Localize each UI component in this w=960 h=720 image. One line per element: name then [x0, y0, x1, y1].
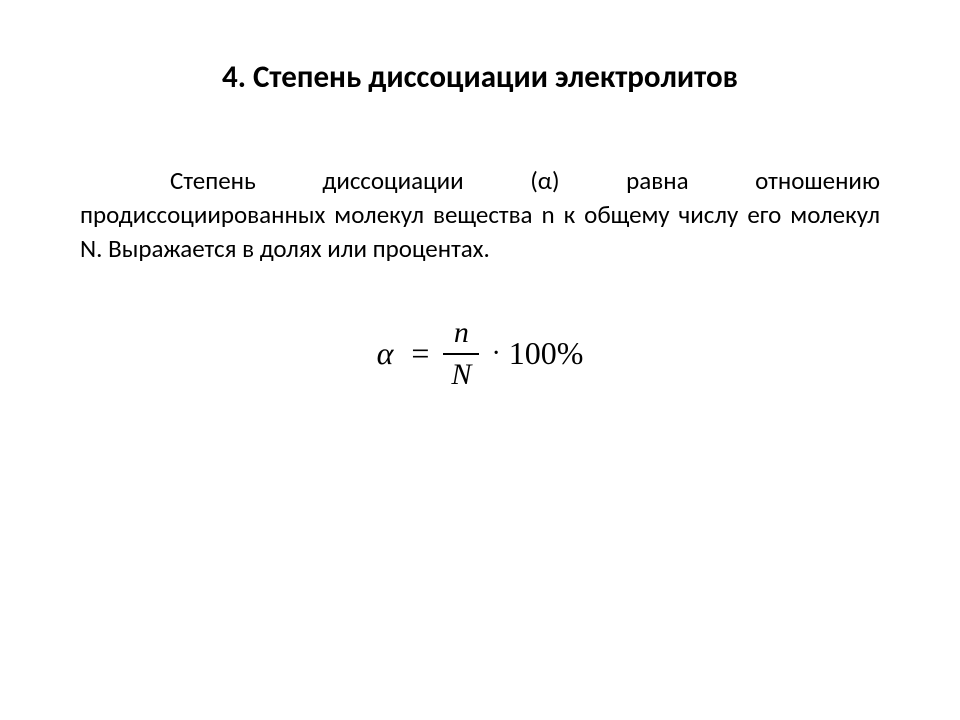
- fraction-numerator: n: [446, 315, 477, 351]
- formula: α = n N · 100%: [377, 315, 584, 392]
- fraction-bar: [443, 353, 479, 355]
- slide-container: 4. Степень диссоциации электролитов Степ…: [0, 0, 960, 720]
- equals-sign: =: [401, 335, 439, 372]
- formula-block: α = n N · 100%: [80, 315, 880, 392]
- fraction-denominator: N: [443, 357, 479, 393]
- slide-title: 4. Степень диссоциации электролитов: [80, 58, 880, 96]
- formula-lhs: α: [377, 335, 402, 372]
- fraction: n N: [439, 315, 483, 392]
- multiplication-dot: ·: [483, 338, 508, 370]
- definition-paragraph: Степень диссоциации (α) равна отношению …: [80, 164, 880, 265]
- formula-rhs: 100%: [509, 335, 584, 372]
